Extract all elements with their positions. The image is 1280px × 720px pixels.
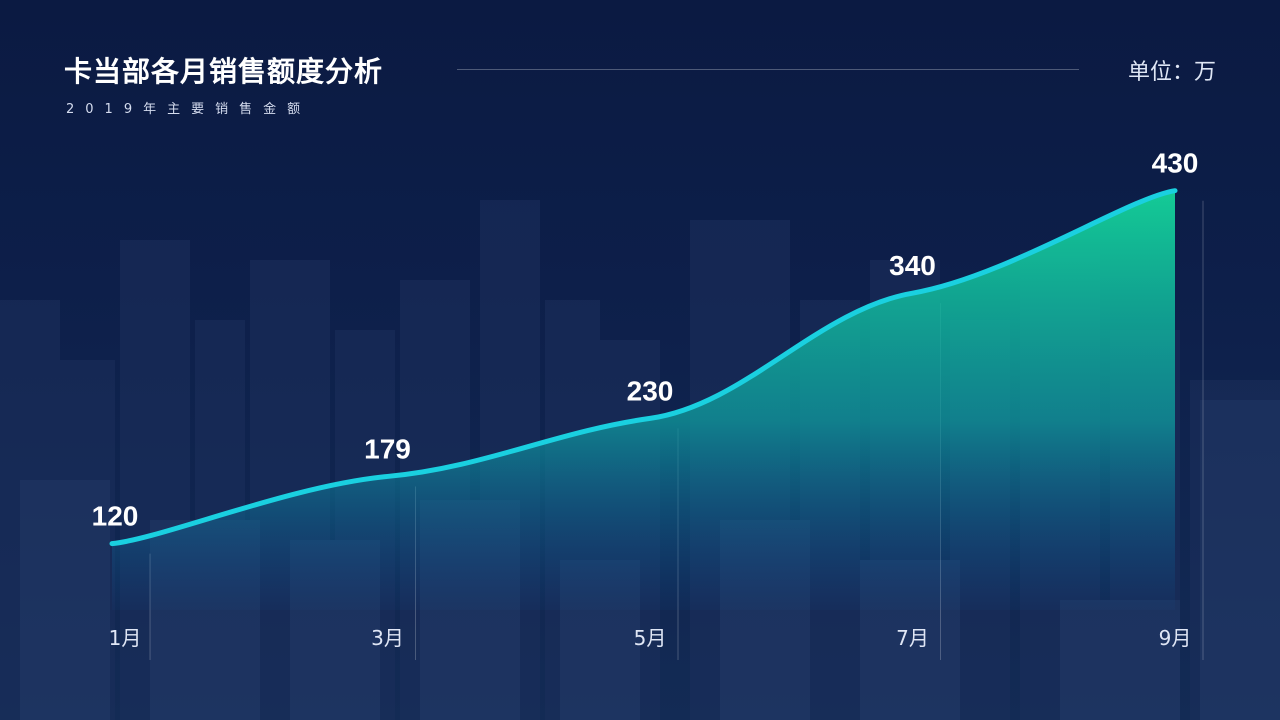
x-tick-label: 7月	[896, 626, 929, 650]
x-tick-label: 9月	[1159, 626, 1192, 650]
page-subtitle: 2019年主要销售金额	[66, 102, 312, 117]
x-tick-label: 3月	[371, 626, 404, 650]
page-title: 卡当部各月销售额度分析	[64, 55, 384, 88]
header-divider	[457, 69, 1079, 70]
data-label: 230	[627, 375, 674, 406]
data-label: 120	[92, 501, 139, 532]
x-tick-label: 1月	[109, 626, 142, 650]
unit-label: 单位：万	[1127, 60, 1216, 85]
data-label: 179	[364, 433, 411, 464]
x-tick-label: 5月	[634, 626, 667, 650]
data-label: 430	[1152, 148, 1199, 179]
series-line	[109, 188, 1178, 547]
data-label: 340	[889, 250, 936, 281]
